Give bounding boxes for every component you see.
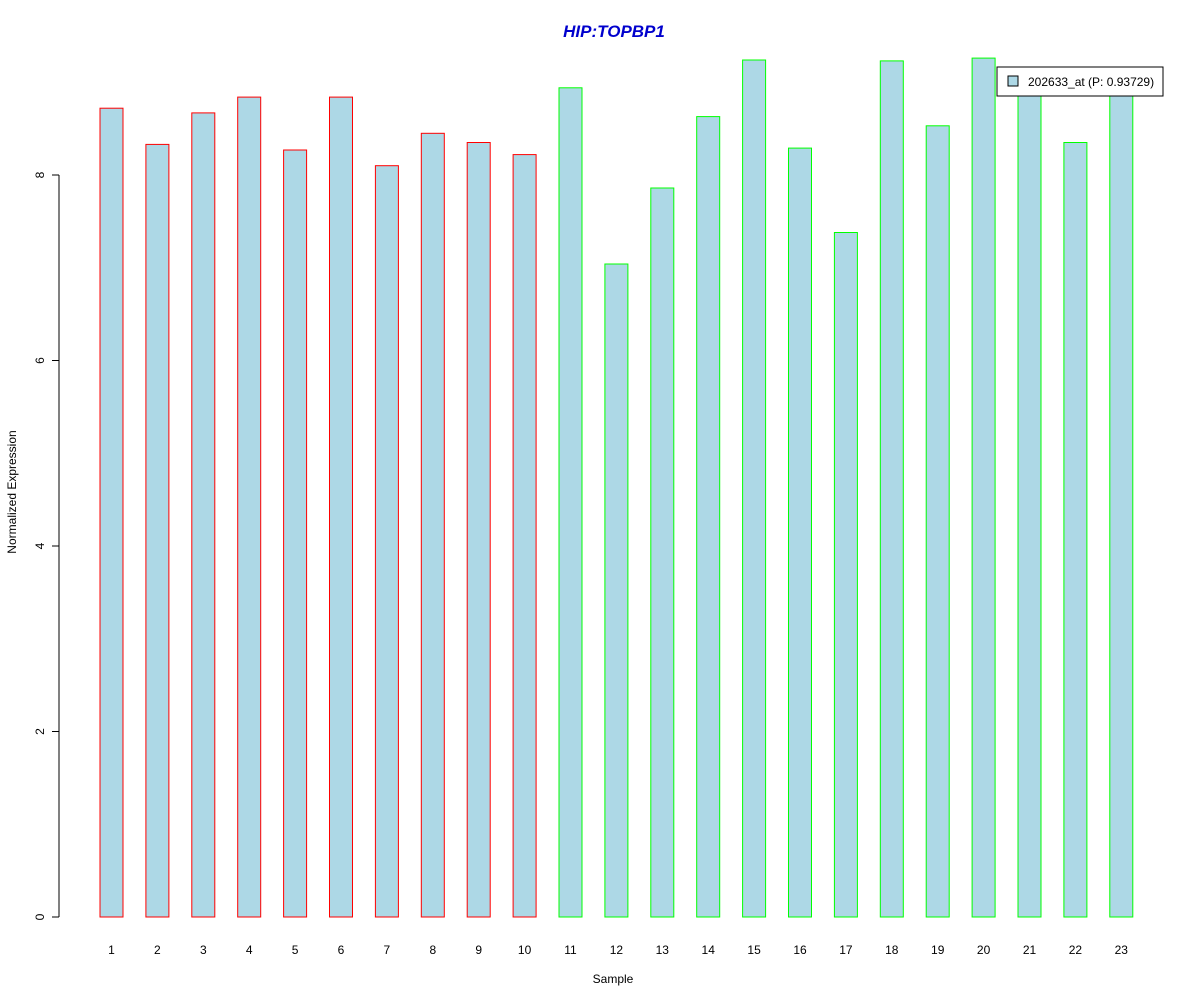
- bar-sample-16: [788, 147, 812, 918]
- x-tick-label: 21: [1023, 943, 1037, 957]
- legend: 202633_at (P: 0.93729): [996, 66, 1164, 97]
- bar-sample-1: [99, 107, 124, 918]
- bar-sample-6: [329, 96, 353, 918]
- x-tick-label: 18: [885, 943, 899, 957]
- x-tick-label: 4: [246, 943, 253, 957]
- bar-sample-17: [833, 232, 858, 918]
- bar-sample-22: [1063, 142, 1088, 918]
- y-axis-title: Normalized Expression: [5, 430, 19, 553]
- y-tick-label: 2: [33, 728, 47, 735]
- legend-label: 202633_at (P: 0.93729): [1028, 75, 1154, 89]
- x-tick-label: 14: [702, 943, 716, 957]
- legend-swatch: [1007, 75, 1019, 87]
- bar-sample-10: [512, 154, 537, 918]
- x-tick-label: 6: [338, 943, 345, 957]
- bar-sample-18: [879, 60, 904, 918]
- y-tick-label: 4: [33, 542, 47, 549]
- x-tick-label: 2: [154, 943, 161, 957]
- y-axis: 0 2 4 6 8: [33, 171, 60, 920]
- x-tick-label: 7: [384, 943, 391, 957]
- bar-sample-7: [374, 165, 399, 918]
- y-tick-label: 8: [33, 171, 47, 178]
- bar-sample-2: [145, 143, 170, 918]
- y-tick-label: 0: [33, 913, 47, 920]
- bar-sample-14: [696, 116, 721, 918]
- y-tick-label: 6: [33, 357, 47, 364]
- x-tick-label: 16: [793, 943, 807, 957]
- x-tick-label: 13: [656, 943, 670, 957]
- bar-sample-9: [466, 142, 491, 918]
- bar-sample-12: [604, 263, 629, 918]
- bar-sample-20: [971, 57, 996, 918]
- x-tick-label: 20: [977, 943, 991, 957]
- x-axis-title: Sample: [593, 972, 634, 986]
- x-tick-label: 17: [839, 943, 853, 957]
- bar-sample-4: [237, 96, 262, 918]
- bar-sample-3: [191, 112, 216, 918]
- bar-sample-21: [1017, 87, 1042, 918]
- x-tick-label: 19: [931, 943, 945, 957]
- bar-sample-8: [420, 132, 445, 918]
- bar-sample-15: [742, 59, 767, 918]
- bar-sample-5: [283, 149, 308, 918]
- bar-sample-23: [1109, 87, 1134, 918]
- bar-sample-11: [558, 87, 583, 918]
- x-tick-label: 15: [747, 943, 761, 957]
- x-tick-label: 1: [108, 943, 115, 957]
- x-tick-label: 11: [564, 943, 577, 957]
- x-tick-label: 8: [429, 943, 436, 957]
- bars: [99, 57, 1134, 918]
- x-tick-labels: 1 2 3 4 5 6 7 8 9 10 11 12 13 14 15 16 17 18 19 20 21 22 23: [108, 943, 1128, 957]
- x-tick-label: 9: [475, 943, 482, 957]
- x-tick-label: 10: [518, 943, 532, 957]
- x-tick-label: 5: [292, 943, 299, 957]
- bar-sample-19: [925, 125, 950, 918]
- x-tick-label: 22: [1069, 943, 1083, 957]
- legend-box: [996, 66, 1164, 97]
- x-tick-label: 23: [1115, 943, 1129, 957]
- bar-sample-13: [650, 187, 675, 918]
- chart-title: HIP:TOPBP1: [563, 22, 665, 41]
- x-tick-label: 12: [610, 943, 624, 957]
- x-tick-label: 3: [200, 943, 207, 957]
